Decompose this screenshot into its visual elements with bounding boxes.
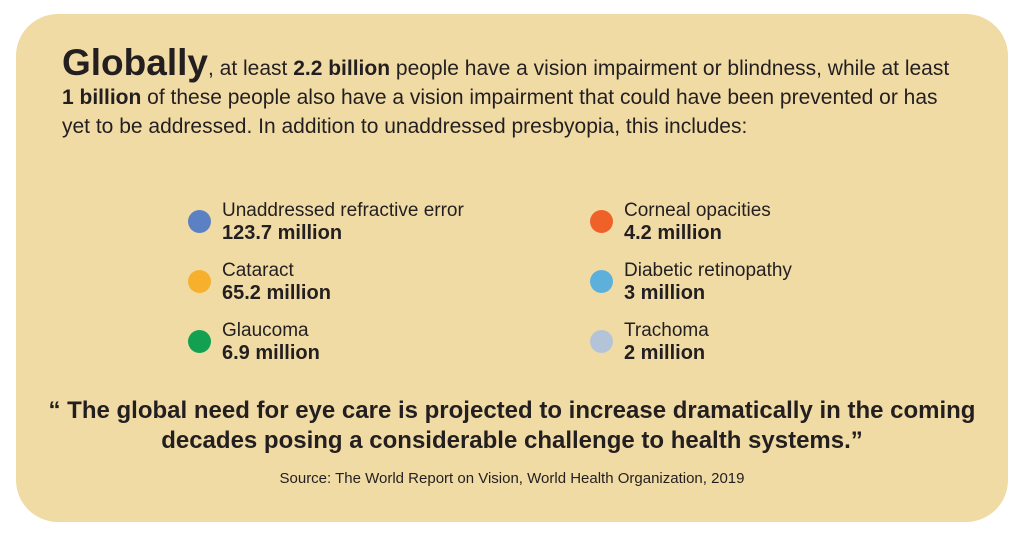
- item-value: 4.2 million: [624, 222, 722, 244]
- list-item: Glaucoma 6.9 million: [188, 320, 590, 380]
- color-dot: [188, 210, 211, 233]
- intro-bold: 2.2 billion: [293, 57, 391, 80]
- intro-text: people have a vision impairment or blind…: [390, 57, 950, 80]
- color-dot: [590, 330, 613, 353]
- list-item: Diabetic retinopathy 3 million: [590, 260, 890, 320]
- intro: Globally, at least 2.2 billion people ha…: [62, 44, 962, 141]
- color-dot: [590, 270, 613, 293]
- color-dot: [188, 270, 211, 293]
- color-dot: [590, 210, 613, 233]
- intro-bold: 1 billion: [62, 86, 142, 109]
- item-label: Corneal opacities: [624, 200, 771, 221]
- item-label: Unaddressed refractive error: [222, 200, 464, 221]
- intro-text: , at least: [207, 57, 294, 80]
- item-value: 2 million: [624, 342, 706, 364]
- quote: “ The global need for eye care is projec…: [48, 397, 976, 454]
- item-list: Unaddressed refractive error 123.7 millio…: [188, 200, 890, 380]
- list-item: Corneal opacities 4.2 million: [590, 200, 890, 260]
- item-value: 65.2 million: [222, 282, 331, 304]
- item-label: Trachoma: [624, 320, 709, 341]
- list-item: Cataract 65.2 million: [188, 260, 590, 320]
- card: Globally, at least 2.2 billion people ha…: [16, 14, 1008, 522]
- item-value: 123.7 million: [222, 222, 343, 244]
- item-value: 6.9 million: [222, 342, 320, 364]
- item-value: 3 million: [624, 282, 706, 304]
- item-label: Diabetic retinopathy: [624, 260, 792, 281]
- intro-lead: Globally: [62, 42, 208, 83]
- item-label: Glaucoma: [222, 320, 309, 341]
- item-label: Cataract: [222, 260, 294, 281]
- color-dot: [188, 330, 211, 353]
- intro-text: of these people also have a vision impai…: [62, 86, 938, 138]
- source: Source: The World Report on Vision, Worl…: [279, 470, 745, 487]
- list-item: Trachoma 2 million: [590, 320, 890, 380]
- list-item: Unaddressed refractive error 123.7 millio…: [188, 200, 590, 260]
